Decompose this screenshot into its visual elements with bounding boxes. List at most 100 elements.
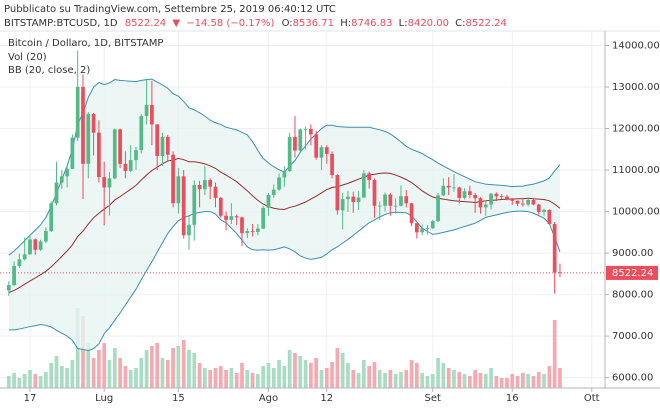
candle-body (6, 285, 11, 291)
volume-bar (425, 376, 430, 388)
bollinger-lower (8, 210, 561, 352)
volume-bar (44, 372, 48, 388)
candle-body (298, 129, 303, 151)
candle-body (510, 199, 515, 201)
candle-body (489, 193, 493, 205)
candle-body (446, 185, 451, 188)
volume-bar (330, 362, 334, 388)
candle-body (314, 134, 319, 158)
volume-bar (531, 376, 536, 388)
candle-body (44, 231, 48, 242)
last-price-label: 8522.24 (612, 268, 653, 279)
volume-bar (473, 370, 478, 388)
x-tick-label: 17 (24, 393, 37, 404)
candle-body (324, 147, 329, 154)
volume-bar (372, 362, 377, 388)
y-tick-label: 11000.00 (612, 165, 660, 176)
candle-body (97, 132, 101, 178)
candle-body (17, 259, 22, 266)
volume-bar (526, 374, 531, 388)
volume-bar (521, 373, 525, 388)
candle-body (81, 87, 85, 164)
volume-bar (462, 374, 467, 388)
volume-bar (17, 378, 22, 388)
volume-bar (33, 374, 38, 388)
volume-bar (213, 368, 218, 388)
candle-body (478, 198, 483, 208)
candle-body (351, 196, 356, 203)
volume-bar (362, 360, 366, 388)
legend-title: Bitcoin / Dollaro, 1D, BITSTAMP (8, 38, 163, 49)
volume-bar (218, 366, 223, 388)
volume-bar (59, 366, 64, 388)
volume-bar (107, 360, 112, 388)
legend-bollinger: BB (20, close, 2) (8, 65, 90, 76)
volume-bar (176, 346, 181, 388)
volume-bar (208, 370, 213, 388)
candle-body (256, 228, 260, 232)
candle-body (372, 180, 377, 206)
volume-bar (420, 373, 425, 388)
candle-body (213, 186, 218, 198)
y-tick-label: 10000.00 (612, 207, 660, 218)
volume-bar (452, 370, 456, 388)
ohlc-label: L: (399, 18, 408, 29)
volume-bar (229, 368, 234, 388)
y-tick-label: 8000.00 (612, 290, 653, 301)
candle-body (150, 104, 154, 125)
candle-body (59, 176, 64, 183)
candle-body (452, 187, 456, 189)
volume-bar (489, 368, 493, 388)
volume-bar (91, 358, 96, 388)
volume-bar (81, 316, 85, 388)
volume-bar (404, 370, 409, 388)
volume-bar (324, 368, 329, 388)
candle-body (245, 231, 250, 234)
volume-bar (118, 358, 122, 388)
candle-body (277, 177, 281, 190)
candle-body (192, 185, 197, 225)
volume-bar (144, 350, 149, 388)
x-tick-label: 12 (320, 393, 333, 404)
y-tick-label: 7000.00 (612, 331, 653, 342)
candle-body (303, 128, 308, 130)
change: −14.58 (−0.17%) (186, 18, 274, 29)
candle-body (346, 196, 350, 200)
volume-bar (160, 358, 165, 388)
candle-body (404, 196, 409, 204)
volume-bar (123, 366, 128, 388)
candle-body (335, 175, 340, 211)
candle-body (494, 193, 499, 197)
volume-bar (49, 363, 54, 388)
volume-bar (377, 370, 382, 388)
candle-body (483, 204, 488, 208)
volume-bar (70, 360, 75, 388)
volume-bar (282, 366, 287, 388)
volume-bar (224, 370, 228, 388)
candle-body (505, 196, 509, 200)
candle-body (128, 160, 133, 171)
candle-body (547, 209, 552, 225)
candle-body (139, 116, 144, 151)
y-tick-label: 14000.00 (612, 41, 660, 52)
candle-body (54, 182, 59, 204)
y-tick-label: 9000.00 (612, 248, 653, 259)
volume-bar (367, 366, 372, 388)
x-tick-label: Ott (584, 393, 600, 404)
volume-bar (245, 370, 250, 388)
candle-body (203, 180, 207, 190)
ohlc-value: 8522.24 (466, 18, 507, 29)
volume-bar (54, 356, 59, 388)
volume-bar (86, 343, 91, 388)
volume-bar (203, 368, 207, 388)
candle-body (521, 203, 525, 205)
candle-body (75, 87, 80, 138)
volume-bar (134, 368, 138, 388)
volume-bar (303, 360, 308, 388)
candle-body (462, 191, 467, 198)
candle-body (499, 196, 504, 198)
candle-body (112, 129, 117, 179)
volume-bar (197, 363, 202, 388)
candle-body (367, 173, 372, 181)
volume-bar (155, 343, 160, 388)
